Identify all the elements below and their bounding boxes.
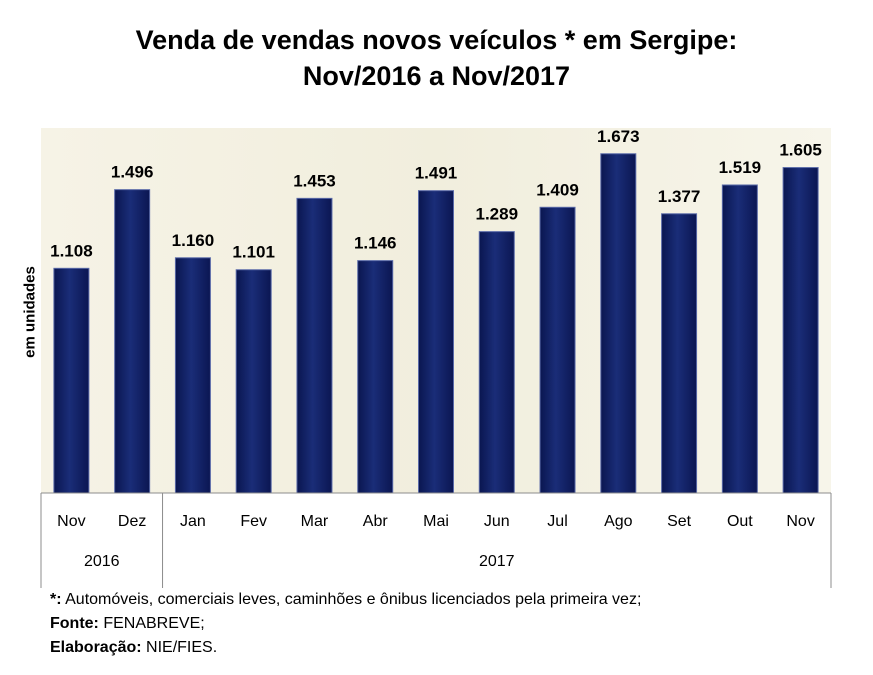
data-label-4: 1.453 [293, 171, 336, 190]
bar-jun-7 [478, 231, 515, 494]
x-tick-label-2: Jan [180, 513, 206, 530]
year-label-2016: 2016 [84, 553, 120, 570]
chart-title-line2: Nov/2016 a Nov/2017 [302, 61, 571, 91]
note-elaboration: Elaboração: NIE/FIES. [50, 636, 641, 660]
data-label-10: 1.377 [658, 187, 701, 206]
chart-notes: *: Automóveis, comerciais leves, caminhõ… [50, 588, 641, 660]
chart-title-line1: Venda de vendas novos veículos * em Serg… [135, 25, 738, 55]
note-elaboration-text: NIE/FIES. [141, 639, 218, 656]
bar-ago-9 [600, 153, 637, 494]
data-label-6: 1.491 [415, 164, 458, 183]
bar-nov-12 [782, 167, 819, 494]
data-label-11: 1.519 [719, 158, 762, 177]
x-tick-label-3: Fev [240, 513, 267, 530]
year-label-2017: 2017 [479, 553, 515, 570]
chart-title: Venda de vendas novos veículos * em Serg… [0, 22, 873, 94]
data-label-2: 1.160 [172, 231, 215, 250]
bar-nov-0 [53, 267, 90, 494]
data-label-12: 1.605 [779, 141, 822, 160]
x-tick-label-9: Ago [604, 513, 633, 530]
data-label-7: 1.289 [475, 205, 518, 224]
bar-out-11 [721, 184, 758, 494]
data-label-9: 1.673 [597, 127, 640, 146]
x-tick-label-10: Set [667, 513, 692, 530]
note-source-text: FENABREVE; [98, 615, 205, 632]
x-tick-label-0: Nov [57, 513, 85, 530]
note-elaboration-key: Elaboração: [50, 639, 142, 656]
data-label-8: 1.409 [536, 180, 579, 199]
x-tick-label-7: Jun [484, 513, 510, 530]
note-source-key: Fonte: [50, 615, 99, 632]
note-vehicles-key: *: [50, 591, 62, 608]
x-tick-label-12: Nov [786, 513, 814, 530]
data-label-1: 1.496 [111, 163, 154, 182]
note-vehicles: *: Automóveis, comerciais leves, caminhõ… [50, 588, 641, 612]
note-source: Fonte: FENABREVE; [50, 612, 641, 636]
x-tick-label-6: Mai [423, 513, 449, 530]
x-tick-label-1: Dez [118, 513, 146, 530]
bar-jan-2 [174, 257, 211, 494]
bar-set-10 [661, 213, 698, 494]
x-tick-label-5: Abr [363, 513, 389, 530]
data-label-5: 1.146 [354, 234, 397, 253]
bar-abr-5 [357, 260, 394, 494]
x-tick-label-8: Jul [547, 513, 567, 530]
bar-fev-3 [235, 269, 272, 494]
bar-mai-6 [418, 190, 454, 494]
bar-dez-1 [114, 189, 151, 494]
bar-mar-4 [296, 197, 333, 494]
note-vehicles-text: Automóveis, comerciais leves, caminhões … [61, 591, 642, 608]
data-label-3: 1.101 [232, 243, 275, 262]
x-tick-label-4: Mar [301, 513, 329, 530]
x-tick-label-11: Out [727, 513, 753, 530]
bar-jul-8 [539, 206, 576, 494]
data-label-0: 1.108 [50, 241, 93, 260]
